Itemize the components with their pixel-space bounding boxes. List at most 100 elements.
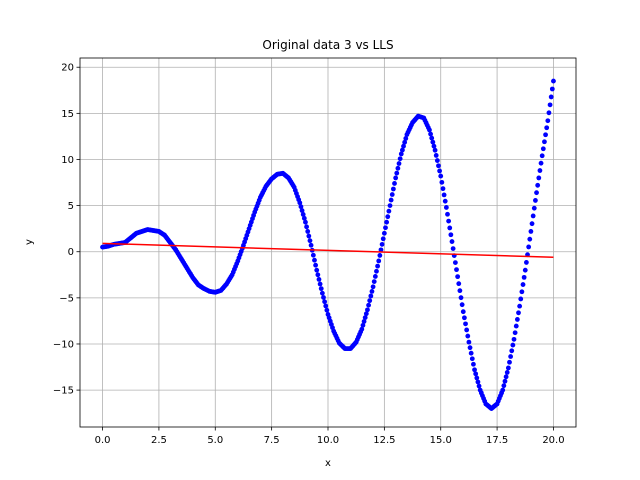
data-point (389, 192, 395, 197)
data-point (450, 246, 456, 251)
data-point (378, 247, 384, 253)
data-point (304, 224, 309, 230)
data-point (427, 127, 432, 133)
data-point (387, 203, 393, 209)
y-tick-label: 5 (68, 201, 74, 212)
data-point (316, 277, 322, 282)
data-point (543, 132, 548, 138)
data-point (433, 153, 439, 158)
data-point (383, 225, 388, 231)
data-point (459, 302, 465, 308)
data-point (392, 181, 397, 186)
data-point (390, 186, 396, 192)
data-point (312, 257, 317, 263)
data-point (371, 279, 377, 285)
data-point (306, 233, 312, 239)
data-point (476, 383, 482, 389)
data-point (375, 263, 380, 269)
data-point (528, 229, 534, 234)
data-point (467, 345, 473, 351)
data-point (370, 284, 376, 290)
data-point (388, 197, 394, 203)
data-point (301, 215, 307, 221)
data-point (511, 336, 517, 342)
data-point (308, 242, 314, 248)
data-point (520, 282, 526, 287)
data-point (365, 307, 370, 313)
data-point (437, 168, 442, 174)
x-ticks: 0.0 2.5 5.0 7.5 10.0 12.5 15.0 17.5 20.0 (95, 427, 565, 446)
data-point (374, 268, 379, 274)
data-point (362, 315, 368, 320)
data-point (303, 219, 308, 225)
data-point (319, 290, 325, 296)
x-tick-label: 0.0 (95, 435, 111, 446)
data-point (474, 375, 480, 381)
data-point (394, 170, 400, 176)
data-point (545, 118, 551, 124)
data-point (517, 303, 523, 309)
scatter-points (100, 78, 556, 411)
fit-line (102, 242, 554, 259)
lls-fit-line (102, 242, 554, 259)
x-tick-label: 17.5 (486, 435, 508, 446)
data-point (507, 359, 512, 365)
x-tick-label: 5.0 (207, 435, 223, 446)
data-point (366, 302, 371, 308)
data-point (363, 311, 369, 317)
data-point (524, 260, 529, 265)
data-point (398, 151, 404, 157)
data-point (299, 208, 305, 213)
data-point (361, 319, 367, 324)
data-point (397, 156, 403, 162)
data-point (441, 192, 447, 198)
data-point (534, 190, 539, 196)
data-point (540, 146, 546, 152)
data-point (372, 274, 378, 279)
y-tick-label: −5 (59, 293, 74, 304)
data-point (300, 212, 306, 217)
data-point (440, 186, 446, 192)
x-tick-label: 20.0 (542, 435, 564, 446)
data-point (468, 350, 474, 356)
data-point (510, 342, 516, 348)
y-tick-label: −15 (53, 386, 74, 397)
data-point (508, 354, 514, 359)
data-point (431, 143, 437, 149)
data-point (307, 238, 313, 244)
data-point (536, 175, 542, 181)
data-point (537, 168, 543, 173)
data-point (438, 173, 444, 179)
data-point (393, 175, 399, 181)
data-point (503, 374, 509, 380)
data-point (401, 143, 406, 149)
data-point (518, 296, 524, 302)
data-point (509, 348, 515, 354)
data-point (324, 307, 330, 313)
data-point (315, 272, 321, 278)
y-tick-label: −10 (53, 339, 74, 350)
data-point (396, 161, 402, 166)
data-point (462, 315, 467, 321)
data-point (314, 267, 320, 273)
data-point (452, 260, 458, 266)
data-point (360, 322, 366, 328)
grid (80, 58, 576, 427)
data-point (313, 262, 318, 268)
data-point (513, 323, 519, 329)
data-point (381, 230, 387, 236)
data-point (529, 221, 535, 227)
data-point (380, 236, 386, 242)
x-tick-label: 12.5 (373, 435, 395, 446)
data-point (317, 281, 323, 287)
data-point (472, 367, 477, 373)
data-point (522, 267, 528, 273)
data-point (527, 236, 533, 242)
data-point (377, 253, 383, 258)
data-point (369, 288, 375, 294)
data-point (538, 160, 544, 166)
data-point (458, 295, 464, 301)
data-point (526, 244, 532, 250)
data-point (400, 147, 405, 153)
